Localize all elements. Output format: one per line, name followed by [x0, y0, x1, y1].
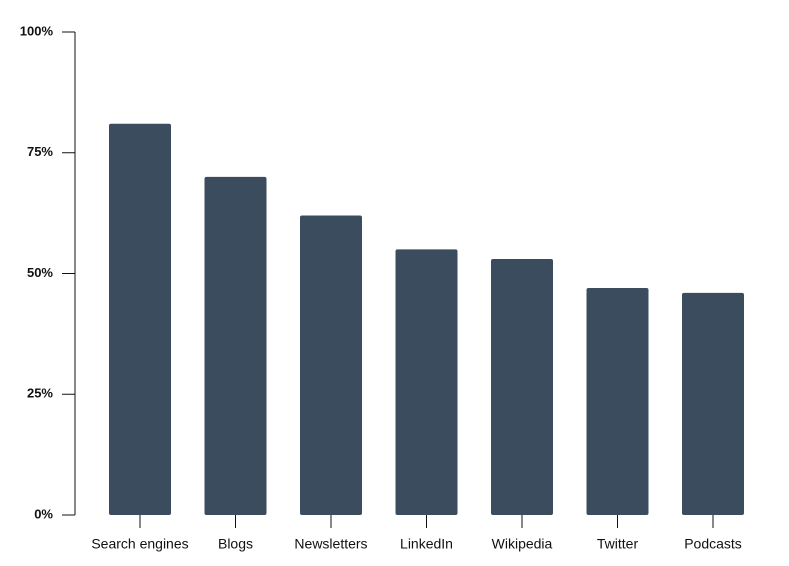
bar [586, 287, 649, 515]
bar [204, 176, 267, 515]
y-tick-label: 50% [27, 265, 53, 280]
y-tick-label: 100% [20, 23, 54, 38]
bar [300, 215, 362, 516]
y-tick-label: 0% [34, 506, 53, 521]
y-tick-label: 25% [27, 386, 53, 401]
bar [491, 259, 553, 515]
x-tick-label: Podcasts [684, 536, 742, 552]
bar [395, 249, 458, 515]
y-tick-label: 75% [27, 144, 53, 159]
x-tick-label: Newsletters [294, 536, 367, 552]
x-tick-label: Blogs [218, 536, 253, 552]
x-tick-label: Wikipedia [492, 536, 553, 552]
x-tick-label: Twitter [597, 536, 639, 552]
x-tick-label: LinkedIn [400, 536, 453, 552]
bar [109, 123, 171, 516]
bar [682, 292, 744, 515]
x-tick-label: Search engines [91, 536, 188, 552]
